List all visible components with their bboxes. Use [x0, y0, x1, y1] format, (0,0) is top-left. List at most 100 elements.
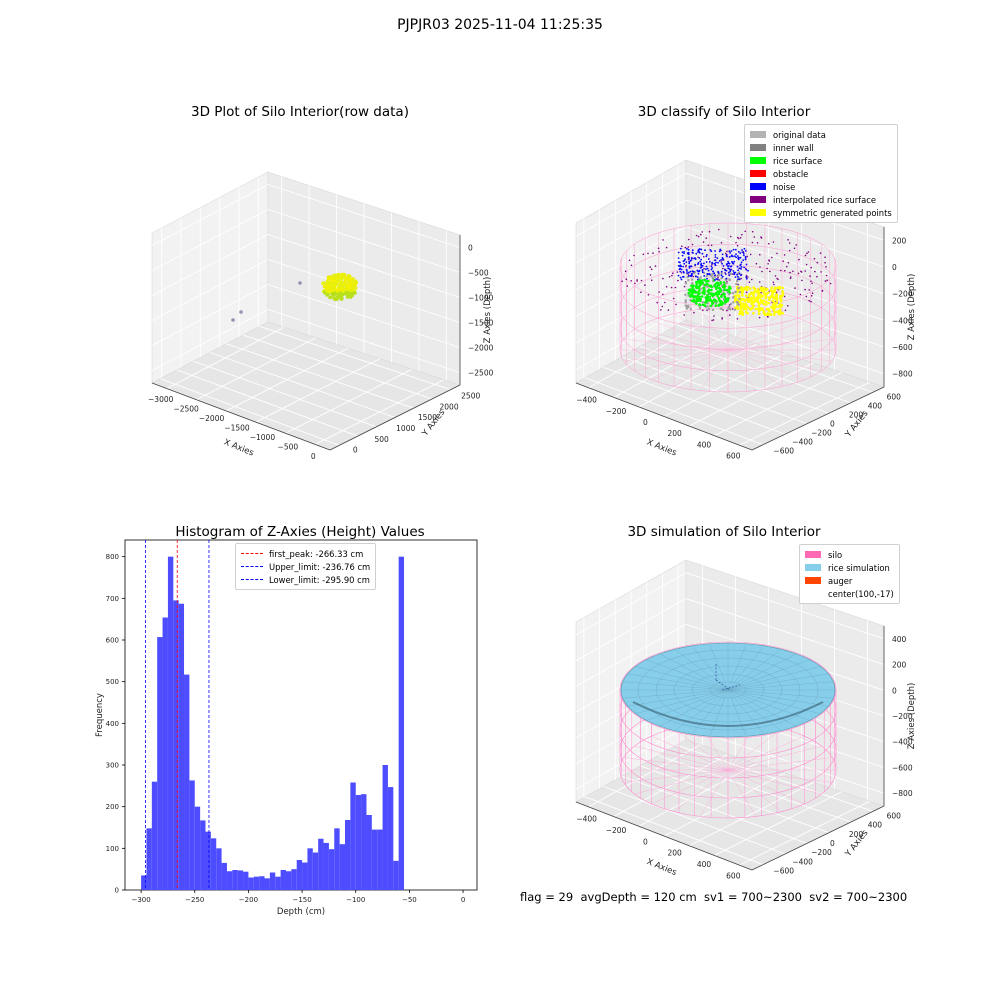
grid-line — [267, 234, 461, 298]
point — [693, 257, 695, 260]
point — [684, 304, 687, 307]
point — [744, 310, 748, 314]
point — [737, 278, 739, 281]
point — [680, 268, 683, 271]
point — [717, 276, 719, 279]
point — [795, 244, 797, 246]
z-tick-label: −800 — [892, 370, 913, 379]
legend-item-lower-limit: Lower_limit: -295.90 cm — [241, 573, 370, 586]
x-tick-label: −200 — [606, 407, 627, 416]
point — [767, 263, 769, 265]
point — [630, 280, 632, 282]
point — [702, 241, 705, 243]
point — [732, 248, 735, 251]
point — [681, 254, 684, 257]
point — [772, 306, 775, 310]
point — [805, 295, 808, 298]
point — [687, 253, 690, 255]
grid-line — [575, 199, 687, 264]
rice-mesh — [621, 689, 729, 699]
point — [624, 270, 627, 273]
point — [348, 281, 352, 285]
point — [765, 307, 769, 311]
rice-mesh — [621, 681, 729, 691]
point — [765, 292, 769, 296]
legend-swatch — [750, 183, 766, 190]
point — [716, 278, 719, 280]
legend-swatch — [750, 144, 766, 151]
point — [700, 295, 704, 298]
point — [764, 296, 767, 300]
point — [739, 256, 742, 259]
grid-line — [209, 352, 396, 418]
point — [322, 281, 326, 285]
x-tick-label: −300 — [131, 896, 150, 904]
point — [707, 269, 710, 272]
grid-line — [151, 209, 269, 271]
point — [721, 285, 725, 289]
y-tick-label: 500 — [106, 678, 119, 686]
legend-item-silo: silo — [805, 548, 894, 561]
histogram-bar — [200, 820, 206, 890]
point — [740, 274, 742, 277]
x-axis-line — [575, 382, 753, 451]
point — [626, 285, 629, 287]
point — [720, 261, 723, 263]
y-axis-line — [751, 386, 885, 451]
point — [695, 302, 698, 305]
point — [734, 276, 737, 278]
point — [745, 291, 748, 294]
point — [698, 284, 701, 288]
point — [741, 293, 744, 297]
z-tick-label: −800 — [892, 789, 913, 798]
point — [710, 300, 714, 303]
point — [744, 286, 747, 290]
point — [726, 255, 728, 258]
histogram-bar — [377, 829, 383, 890]
point — [741, 233, 743, 236]
rice-mesh — [727, 665, 822, 691]
point — [801, 279, 803, 282]
point — [760, 295, 764, 298]
point — [724, 282, 728, 285]
point — [658, 250, 660, 253]
rice-mesh — [727, 689, 811, 722]
legend-item-noise: noise — [750, 180, 892, 193]
point — [701, 301, 704, 304]
rice-mesh — [709, 642, 729, 691]
point — [711, 267, 714, 269]
histogram-bar — [264, 878, 270, 890]
point — [621, 280, 623, 283]
point — [703, 262, 705, 265]
point — [728, 262, 731, 265]
point — [727, 267, 730, 270]
point — [725, 253, 728, 256]
point — [721, 253, 724, 256]
point — [798, 258, 800, 261]
x-tick-label: 400 — [697, 440, 712, 449]
point — [649, 266, 651, 268]
histogram-bar — [285, 871, 292, 890]
legend-swatch — [805, 551, 821, 558]
point — [737, 294, 741, 297]
point — [808, 299, 810, 302]
point — [730, 254, 733, 257]
y-tick-label: 0 — [115, 887, 119, 895]
point — [694, 275, 697, 278]
point — [705, 282, 709, 286]
point — [744, 294, 748, 298]
histogram-bar — [167, 556, 174, 890]
point — [743, 299, 747, 303]
legend-swatch — [750, 196, 766, 203]
point — [697, 272, 700, 275]
point — [702, 287, 706, 291]
point — [747, 297, 750, 301]
point — [768, 259, 770, 261]
z-tick-label: −200 — [892, 290, 913, 299]
point — [759, 266, 761, 268]
point — [824, 256, 826, 259]
point — [741, 251, 744, 254]
legend-label: Lower_limit: -295.90 cm — [269, 574, 370, 585]
point — [804, 270, 806, 272]
histogram-bar — [339, 844, 345, 890]
